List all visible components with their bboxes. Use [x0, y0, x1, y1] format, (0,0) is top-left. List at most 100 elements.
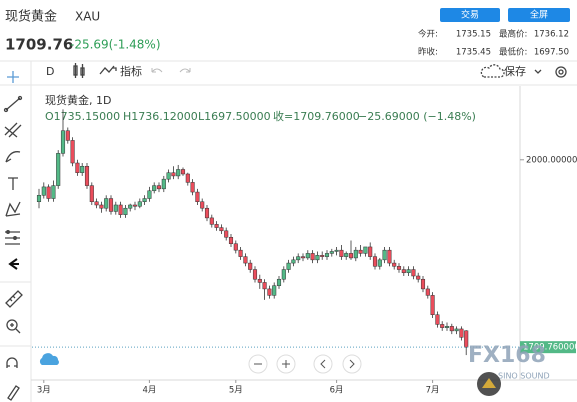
- settings-button[interactable]: [558, 69, 564, 75]
- candle-body: [123, 207, 128, 215]
- cloud-badge[interactable]: [39, 353, 59, 365]
- candle-body: [132, 204, 138, 207]
- candle-body: [416, 275, 421, 280]
- candle-body: [320, 255, 325, 257]
- legend-change: −25.69000 (−1.48%): [358, 110, 476, 123]
- candle-body: [89, 185, 94, 203]
- candle-body: [94, 201, 99, 206]
- stat-value: 1735.15: [456, 30, 491, 40]
- interval-button[interactable]: D: [46, 65, 54, 78]
- stat-value: 1735.45: [456, 48, 491, 58]
- candle-body: [387, 249, 392, 264]
- candle-body: [358, 249, 363, 254]
- stat-label: 昨收:: [418, 47, 438, 58]
- candle-body: [65, 130, 70, 141]
- cloud-icon[interactable]: [480, 64, 505, 78]
- candle-body: [228, 237, 234, 244]
- candle-body: [41, 186, 46, 196]
- indicators-button[interactable]: 指标: [120, 64, 142, 78]
- legend-low: L1697.50000: [198, 110, 271, 123]
- candle-body: [70, 140, 75, 164]
- candle-body: [392, 262, 397, 267]
- stat-value: 1697.50: [534, 48, 569, 58]
- candle-body: [248, 262, 253, 270]
- undo-button[interactable]: [151, 68, 163, 73]
- trade-button[interactable]: [440, 8, 500, 22]
- candle-body: [166, 172, 171, 180]
- candle-body: [118, 204, 123, 215]
- candle-body: [401, 269, 406, 274]
- candle-body: [180, 169, 186, 175]
- candle-body: [382, 249, 387, 261]
- candle-body: [444, 326, 450, 328]
- candle-body: [176, 169, 181, 177]
- candle-body: [214, 224, 219, 228]
- last-price-label: 1709.760000: [523, 343, 577, 353]
- candle-body: [430, 295, 435, 315]
- x-tick-label: 4月: [142, 386, 156, 396]
- x-tick-label: 6月: [330, 386, 344, 396]
- candle-body: [305, 253, 310, 259]
- candle-body: [204, 207, 210, 219]
- candle-body: [233, 243, 238, 251]
- candle-body: [195, 191, 200, 203]
- last-price-tag: [520, 341, 576, 354]
- candle-body: [315, 255, 320, 261]
- redo-button[interactable]: [179, 68, 191, 73]
- candle-body: [75, 162, 80, 173]
- candle-body: [411, 269, 416, 277]
- watermark-sub: SINO SOUND: [498, 372, 550, 381]
- price-change: -25.69(-1.48%): [70, 38, 161, 52]
- chart-style-button[interactable]: [73, 63, 85, 78]
- save-button[interactable]: 保存: [504, 64, 526, 78]
- candle-body: [377, 259, 382, 267]
- trade-button-label[interactable]: 交易: [461, 9, 479, 21]
- candle-body: [46, 186, 51, 199]
- plot-area: 2000.000000 3月 4月 5月 6月 7月 1709.760000: [32, 109, 577, 396]
- last-price: 1709.76: [5, 36, 73, 54]
- save-menu[interactable]: [534, 69, 542, 74]
- candle-body: [353, 249, 358, 259]
- candle-body: [99, 204, 104, 209]
- candle-body: [454, 328, 459, 332]
- candle-body: [267, 288, 272, 296]
- candle-body: [334, 249, 339, 252]
- candle-body: [368, 246, 373, 257]
- zoom-controls[interactable]: [248, 354, 362, 374]
- candle-body: [281, 269, 286, 280]
- drawing-tools[interactable]: [3, 71, 23, 401]
- candle-body: [200, 201, 205, 209]
- legend-open: O1735.15000: [45, 110, 120, 123]
- stat-label: 最高价:: [499, 29, 527, 40]
- candle-body: [262, 282, 267, 290]
- candle-body: [406, 269, 411, 274]
- candle-body: [396, 266, 402, 270]
- candle-body: [464, 330, 469, 348]
- fullscreen-button[interactable]: [508, 8, 570, 22]
- fullscreen-button-label[interactable]: 全屏: [530, 9, 548, 21]
- candle-body: [286, 262, 291, 270]
- candle-body: [257, 278, 262, 283]
- candle-body: [80, 165, 85, 173]
- candle-body: [171, 172, 176, 177]
- candle-body: [185, 173, 190, 183]
- candle-body: [425, 288, 430, 296]
- symbol: XAU: [75, 10, 100, 24]
- candle-body: [161, 178, 166, 190]
- stat-label: 最低价:: [499, 47, 527, 58]
- candle-body: [272, 285, 277, 296]
- candle-body: [224, 230, 229, 238]
- indicator-icon[interactable]: [99, 65, 117, 75]
- candle-body: [51, 185, 56, 199]
- candle-body: [372, 256, 378, 267]
- candle-body: [108, 198, 114, 212]
- candle-body: [435, 314, 440, 325]
- candle-body: [84, 165, 90, 186]
- candle-body: [238, 249, 243, 257]
- candle-body: [128, 204, 133, 209]
- settings-button[interactable]: [555, 66, 567, 78]
- watermark-brand: FX168: [468, 343, 546, 368]
- candle-body: [291, 259, 296, 264]
